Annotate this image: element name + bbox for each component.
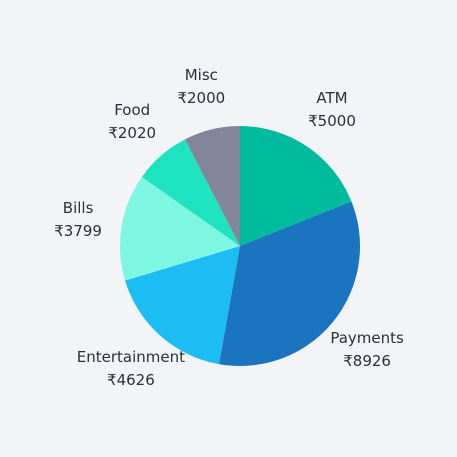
slice-name-payments: Payments [330,327,403,350]
slice-name-food: Food [108,99,156,122]
slice-label-payments: Payments ₹8926 [330,327,403,373]
slice-value-bills: ₹3799 [54,220,102,243]
slice-value-misc: ₹2000 [177,87,225,110]
slice-value-food: ₹2020 [108,122,156,145]
slice-name-entertainment: Entertainment [77,346,185,369]
slice-name-atm: ATM [308,87,356,110]
slice-label-bills: Bills ₹3799 [54,197,102,243]
slice-label-atm: ATM ₹5000 [308,87,356,133]
slice-value-atm: ₹5000 [308,110,356,133]
slice-name-misc: Misc [177,64,225,87]
slice-value-entertainment: ₹4626 [77,369,185,392]
slice-label-entertainment: Entertainment ₹4626 [77,346,185,392]
slice-label-food: Food ₹2020 [108,99,156,145]
slice-value-payments: ₹8926 [330,350,403,373]
slice-label-misc: Misc ₹2000 [177,64,225,110]
slice-name-bills: Bills [54,197,102,220]
